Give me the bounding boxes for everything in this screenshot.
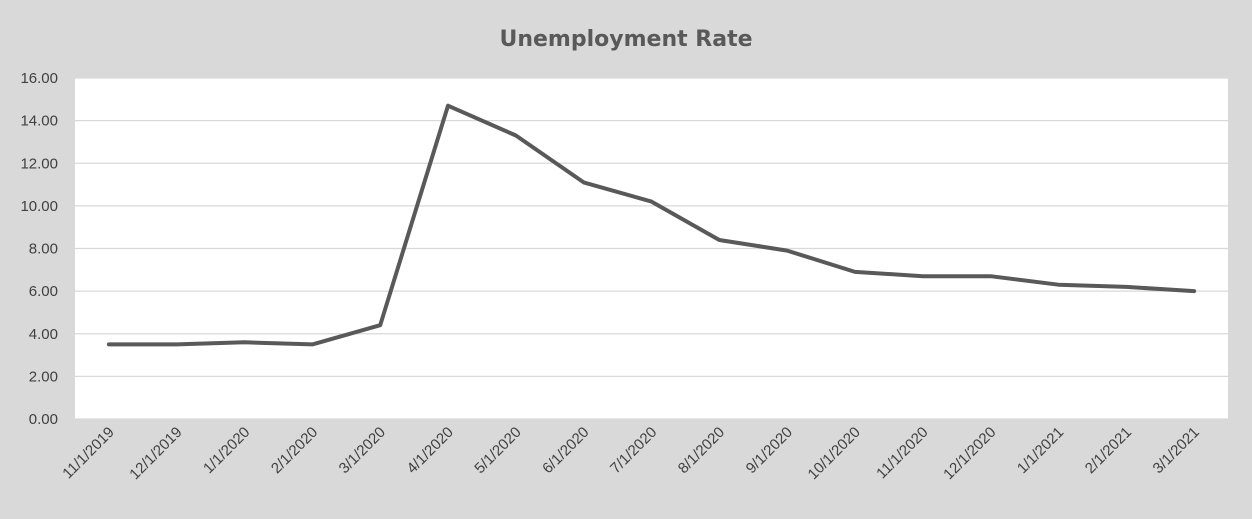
x-tick-label: 7/1/2020 bbox=[607, 424, 660, 477]
y-tick-label: 0.00 bbox=[29, 411, 58, 428]
y-tick-label: 8.00 bbox=[29, 241, 58, 258]
y-tick-label: 2.00 bbox=[29, 368, 58, 385]
chart-title: Unemployment Rate bbox=[499, 27, 752, 52]
x-tick-label: 4/1/2020 bbox=[404, 424, 457, 477]
series-line bbox=[106, 103, 1197, 347]
x-tick-label: 6/1/2020 bbox=[539, 424, 592, 477]
x-tick-label: 8/1/2020 bbox=[675, 424, 728, 477]
x-tick-label: 11/1/2020 bbox=[873, 424, 931, 482]
y-tick-label: 16.00 bbox=[20, 70, 58, 87]
y-tick-label: 14.00 bbox=[20, 113, 58, 130]
x-axis: 11/1/2019 12/1/2019 1/1/2020 2/1/2020 3/1/20… bbox=[59, 424, 1203, 483]
x-tick-label: 2/1/2020 bbox=[268, 424, 321, 477]
gridlines bbox=[75, 77, 1228, 420]
y-tick-label: 4.00 bbox=[29, 326, 58, 343]
x-tick-label: 12/1/2020 bbox=[940, 424, 999, 483]
x-tick-label: 2/1/2021 bbox=[1082, 424, 1135, 477]
x-tick-label: 10/1/2020 bbox=[805, 424, 864, 483]
x-tick-label: 11/1/2019 bbox=[59, 424, 117, 482]
y-tick-label: 10.00 bbox=[20, 198, 58, 215]
y-tick-label: 6.00 bbox=[29, 283, 58, 300]
series-layer bbox=[106, 103, 1197, 347]
x-tick-label: 1/1/2021 bbox=[1014, 424, 1067, 477]
y-axis: 0.00 2.00 4.00 6.00 8.00 10.00 12.00 14.00 16.00 bbox=[20, 70, 58, 428]
x-tick-label: 3/1/2021 bbox=[1150, 424, 1203, 477]
x-tick-label: 9/1/2020 bbox=[743, 424, 796, 477]
x-tick-label: 1/1/2020 bbox=[200, 424, 253, 477]
x-tick-label: 3/1/2020 bbox=[336, 424, 389, 477]
x-tick-label: 12/1/2019 bbox=[126, 424, 185, 483]
x-tick-label: 5/1/2020 bbox=[471, 424, 524, 477]
y-tick-label: 12.00 bbox=[20, 155, 58, 172]
